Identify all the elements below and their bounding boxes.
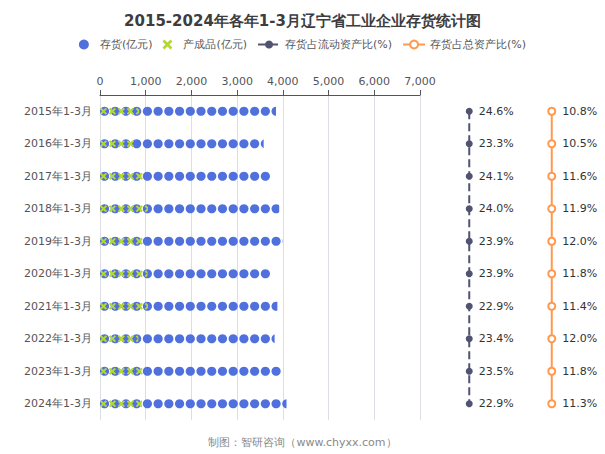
svg-text:24.1%: 24.1% [479, 170, 514, 183]
svg-text:22.9%: 22.9% [479, 300, 514, 313]
svg-text:10.5%: 10.5% [562, 137, 597, 150]
svg-text:23.9%: 23.9% [479, 235, 514, 248]
svg-text:11.4%: 11.4% [562, 300, 597, 313]
svg-text:2019年1-3月: 2019年1-3月 [24, 235, 92, 248]
svg-text:11.8%: 11.8% [562, 365, 597, 378]
svg-text:10.8%: 10.8% [562, 105, 597, 118]
svg-text:产成品(亿元): 产成品(亿元) [183, 38, 247, 51]
svg-text:存货占总资产比(%): 存货占总资产比(%) [430, 38, 526, 51]
svg-text:2020年1-3月: 2020年1-3月 [24, 267, 92, 280]
svg-text:存货(亿元): 存货(亿元) [100, 38, 153, 51]
svg-text:2,000: 2,000 [176, 75, 208, 88]
svg-text:12.0%: 12.0% [562, 332, 597, 345]
svg-text:2015-2024年各年1-3月辽宁省工业企业存货统计图: 2015-2024年各年1-3月辽宁省工业企业存货统计图 [124, 12, 481, 30]
svg-text:7,000: 7,000 [404, 75, 436, 88]
svg-text:11.3%: 11.3% [562, 397, 597, 410]
svg-text:2016年1-3月: 2016年1-3月 [24, 137, 92, 150]
svg-text:2023年1-3月: 2023年1-3月 [24, 365, 92, 378]
svg-text:12.0%: 12.0% [562, 235, 597, 248]
svg-text:1,000: 1,000 [130, 75, 162, 88]
svg-text:0: 0 [97, 75, 104, 88]
svg-text:22.9%: 22.9% [479, 397, 514, 410]
svg-text:23.4%: 23.4% [479, 332, 514, 345]
svg-text:11.8%: 11.8% [562, 267, 597, 280]
svg-text:4,000: 4,000 [267, 75, 299, 88]
svg-text:存货占流动资产比(%): 存货占流动资产比(%) [285, 38, 392, 51]
svg-text:5,000: 5,000 [313, 75, 345, 88]
svg-text:2022年1-3月: 2022年1-3月 [24, 332, 92, 345]
svg-text:制图：智研咨询（www.chyxx.com）: 制图：智研咨询（www.chyxx.com） [208, 436, 396, 449]
svg-text:24.0%: 24.0% [479, 202, 514, 215]
svg-text:24.6%: 24.6% [479, 105, 514, 118]
svg-text:23.9%: 23.9% [479, 267, 514, 280]
svg-text:6,000: 6,000 [359, 75, 391, 88]
svg-text:23.5%: 23.5% [479, 365, 514, 378]
svg-text:2024年1-3月: 2024年1-3月 [24, 397, 92, 410]
svg-text:11.6%: 11.6% [562, 170, 597, 183]
svg-text:11.9%: 11.9% [562, 202, 597, 215]
svg-text:2018年1-3月: 2018年1-3月 [24, 202, 92, 215]
svg-text:2015年1-3月: 2015年1-3月 [24, 105, 92, 118]
svg-text:3,000: 3,000 [221, 75, 253, 88]
svg-text:2017年1-3月: 2017年1-3月 [24, 170, 92, 183]
svg-text:23.3%: 23.3% [479, 137, 514, 150]
svg-text:2021年1-3月: 2021年1-3月 [24, 300, 92, 313]
